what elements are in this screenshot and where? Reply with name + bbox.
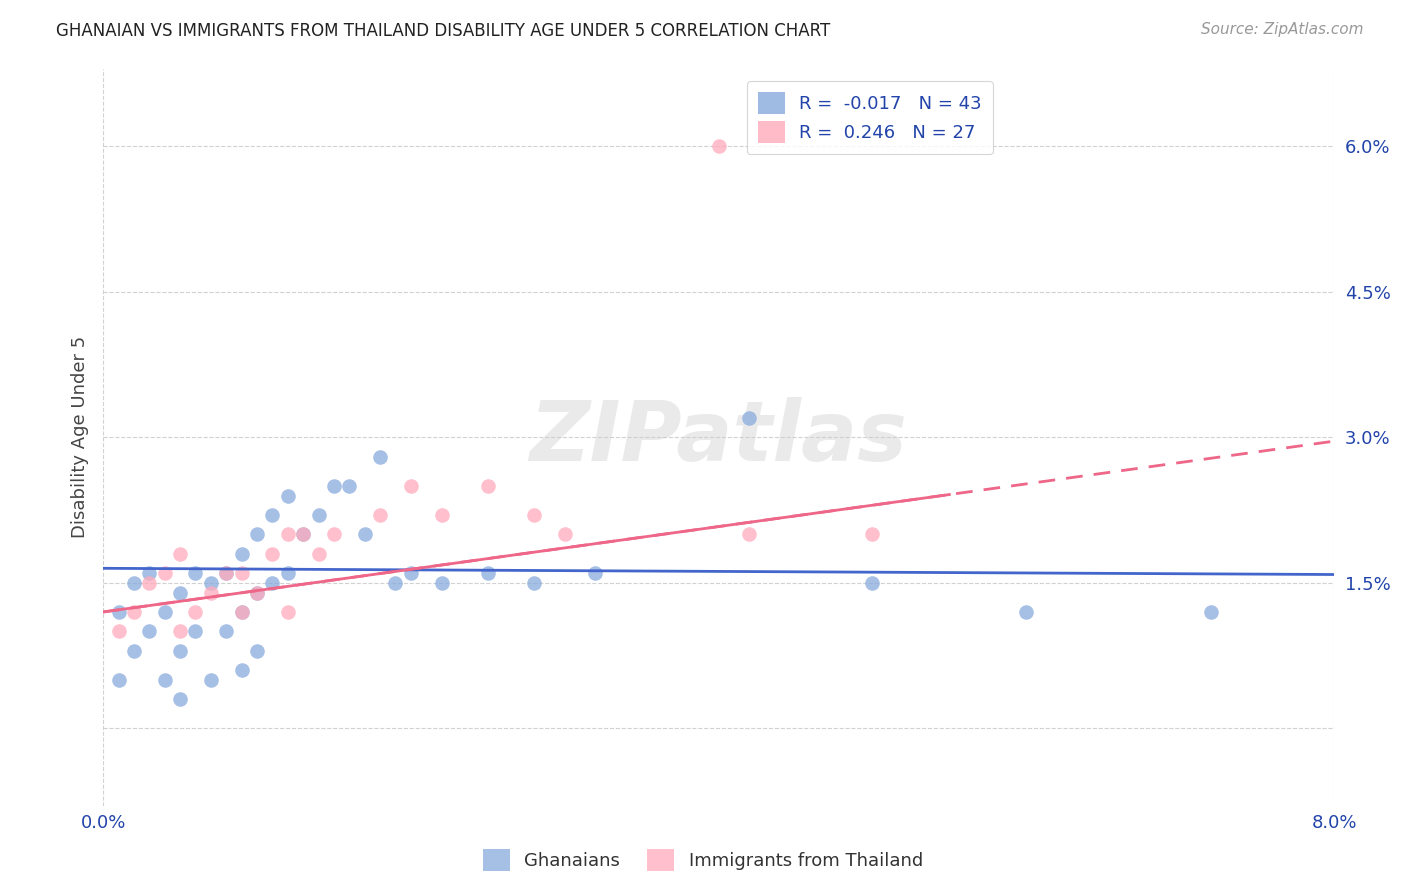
Point xyxy=(138,624,160,639)
Point xyxy=(862,575,884,590)
Point xyxy=(322,479,344,493)
Point xyxy=(231,663,253,677)
Point xyxy=(215,566,238,581)
Point xyxy=(322,527,344,541)
Point xyxy=(262,508,284,522)
Point xyxy=(292,527,315,541)
Point xyxy=(169,624,191,639)
Point xyxy=(215,566,238,581)
Point xyxy=(231,566,253,581)
Text: GHANAIAN VS IMMIGRANTS FROM THAILAND DISABILITY AGE UNDER 5 CORRELATION CHART: GHANAIAN VS IMMIGRANTS FROM THAILAND DIS… xyxy=(56,22,831,40)
Point xyxy=(184,566,207,581)
Point xyxy=(122,575,145,590)
Point xyxy=(477,479,499,493)
Point xyxy=(107,624,129,639)
Point xyxy=(399,479,422,493)
Point xyxy=(277,605,299,619)
Point xyxy=(477,566,499,581)
Point xyxy=(585,566,607,581)
Point xyxy=(200,673,222,687)
Point xyxy=(308,508,330,522)
Point xyxy=(430,575,453,590)
Point xyxy=(246,585,269,599)
Point xyxy=(862,527,884,541)
Point xyxy=(153,673,176,687)
Point xyxy=(277,566,299,581)
Point xyxy=(138,566,160,581)
Point xyxy=(277,489,299,503)
Point xyxy=(738,527,761,541)
Point xyxy=(292,527,315,541)
Point xyxy=(231,547,253,561)
Point xyxy=(262,575,284,590)
Point xyxy=(122,605,145,619)
Point xyxy=(122,644,145,658)
Point xyxy=(231,605,253,619)
Point xyxy=(523,575,546,590)
Y-axis label: Disability Age Under 5: Disability Age Under 5 xyxy=(72,336,89,539)
Point xyxy=(738,410,761,425)
Point xyxy=(246,527,269,541)
Point xyxy=(1015,605,1038,619)
Point xyxy=(368,508,391,522)
Point xyxy=(107,605,129,619)
Point xyxy=(184,605,207,619)
Point xyxy=(554,527,576,541)
Point xyxy=(184,624,207,639)
Point xyxy=(231,605,253,619)
Point xyxy=(384,575,406,590)
Legend: R =  -0.017   N = 43, R =  0.246   N = 27: R = -0.017 N = 43, R = 0.246 N = 27 xyxy=(747,81,993,154)
Legend: Ghanaians, Immigrants from Thailand: Ghanaians, Immigrants from Thailand xyxy=(475,842,931,879)
Point xyxy=(337,479,360,493)
Point xyxy=(169,692,191,706)
Point xyxy=(153,605,176,619)
Point xyxy=(246,644,269,658)
Point xyxy=(399,566,422,581)
Point xyxy=(277,527,299,541)
Point xyxy=(138,575,160,590)
Point xyxy=(368,450,391,464)
Point xyxy=(169,644,191,658)
Point xyxy=(1199,605,1222,619)
Point xyxy=(430,508,453,522)
Point xyxy=(169,585,191,599)
Point xyxy=(169,547,191,561)
Point xyxy=(262,547,284,561)
Text: ZIPatlas: ZIPatlas xyxy=(530,397,907,478)
Point xyxy=(353,527,375,541)
Point xyxy=(153,566,176,581)
Point xyxy=(107,673,129,687)
Point xyxy=(200,575,222,590)
Text: Source: ZipAtlas.com: Source: ZipAtlas.com xyxy=(1201,22,1364,37)
Point xyxy=(246,585,269,599)
Point xyxy=(523,508,546,522)
Point xyxy=(200,585,222,599)
Point xyxy=(308,547,330,561)
Point xyxy=(707,139,730,153)
Point xyxy=(215,624,238,639)
